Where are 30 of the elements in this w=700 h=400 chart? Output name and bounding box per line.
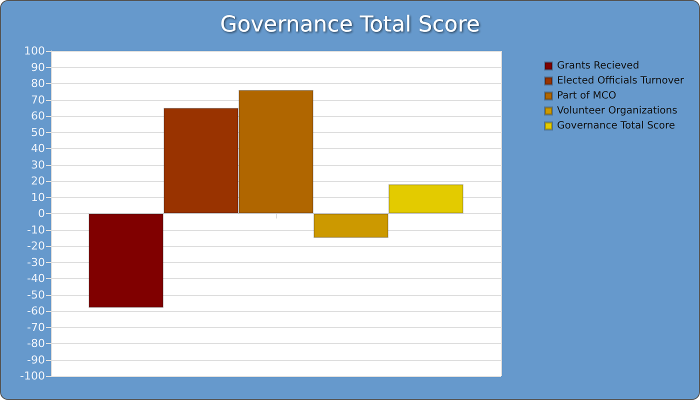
y-tick-label: 100 — [24, 44, 45, 58]
y-tick-label: -40 — [27, 272, 45, 285]
y-tick-label: -30 — [27, 256, 45, 269]
y-tick-label: -90 — [27, 353, 45, 366]
legend-label: Grants Recieved — [557, 60, 640, 72]
y-tick-label: 30 — [31, 158, 45, 172]
y-tick-label: 40 — [31, 142, 45, 155]
chart-title: Governance Total Score — [220, 12, 480, 38]
y-tick-label: 50 — [31, 126, 45, 139]
y-tick-label: 0 — [38, 207, 45, 220]
y-tick-label: -80 — [27, 337, 45, 350]
y-tick-label: 80 — [31, 77, 45, 90]
y-tick-label: -100 — [20, 370, 45, 382]
y-tick-label: -50 — [27, 288, 45, 302]
y-tick-label: 20 — [31, 174, 45, 188]
y-tick-label: 90 — [31, 60, 45, 74]
y-tick-label: -60 — [27, 304, 45, 318]
y-tick-label: -20 — [27, 240, 45, 252]
legend-label: Part of MCO — [557, 90, 616, 102]
bar — [88, 214, 164, 308]
legend-label: Volunteer Organizations — [557, 106, 678, 116]
legend-label: Elected Officials Turnover — [557, 76, 685, 86]
y-tick-label: 70 — [31, 93, 45, 106]
bar — [313, 214, 388, 238]
y-tick-label: -10 — [27, 223, 45, 236]
bar — [388, 184, 464, 214]
legend-label: Governance Total Score — [557, 120, 676, 132]
y-tick-label: 60 — [31, 110, 45, 122]
y-tick-label: -70 — [27, 320, 45, 334]
y-tick-label: 10 — [31, 190, 45, 204]
